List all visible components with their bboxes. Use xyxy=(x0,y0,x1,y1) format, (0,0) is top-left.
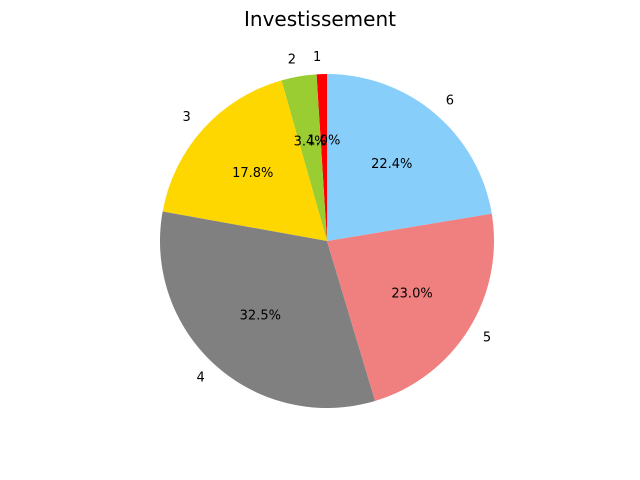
pie-percent-label-5: 23.0% xyxy=(391,286,432,301)
pie-category-label-3: 3 xyxy=(183,110,191,125)
pie-category-label-6: 6 xyxy=(446,93,454,108)
pie-percent-label-4: 32.5% xyxy=(240,308,281,323)
pie-percent-label-1: 1.0% xyxy=(307,133,340,148)
pie-category-label-5: 5 xyxy=(483,331,491,346)
pie-category-label-4: 4 xyxy=(196,371,204,386)
pie-labels: 1 1.0% 2 3.4% 3 17.8% 4 32.5% 5 23.0% 6 22.4% xyxy=(183,50,492,386)
pie-slice-6 xyxy=(327,74,492,241)
pie-slice-4 xyxy=(160,211,376,409)
pie-category-label-2: 2 xyxy=(288,52,296,67)
pie-percent-label-6: 22.4% xyxy=(371,157,412,172)
pie-percent-label-3: 17.8% xyxy=(232,166,273,181)
pie-slices xyxy=(160,74,495,409)
pie-slice-1 xyxy=(316,74,327,241)
pie-slice-5 xyxy=(327,213,495,401)
chart-title: Investissement xyxy=(244,7,396,31)
pie-slice-3 xyxy=(162,80,327,241)
pie-percent-label-2: 3.4% xyxy=(294,135,327,150)
pie-slice-2 xyxy=(281,74,327,241)
pie-category-label-1: 1 xyxy=(313,50,321,65)
